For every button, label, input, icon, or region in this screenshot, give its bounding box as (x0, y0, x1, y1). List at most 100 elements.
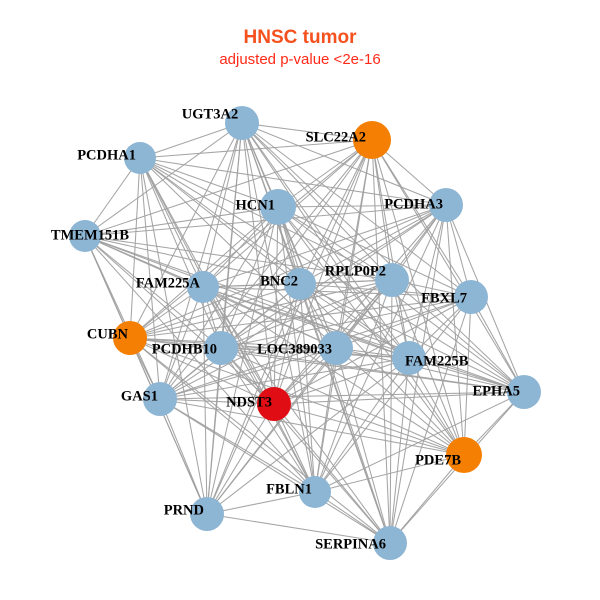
graph-edge (202, 286, 525, 393)
graph-node-label: PCDHB10 (152, 341, 217, 357)
graph-edge (299, 283, 465, 456)
graph-edge (159, 398, 275, 405)
graph-edge (129, 337, 525, 393)
graph-node-label: EPHA5 (472, 383, 520, 399)
graph-edge (159, 398, 208, 515)
graph-edge (220, 347, 465, 456)
graph-edge (299, 139, 373, 285)
graph-edge (129, 337, 208, 515)
graph-node-fbxl7[interactable] (454, 280, 488, 314)
graph-edge (129, 337, 391, 544)
graph-edge (139, 157, 525, 393)
graph-edge (371, 139, 525, 393)
graph-edge (139, 122, 243, 159)
graph-node-label: NDST3 (226, 394, 272, 410)
graph-node-ugt3a2[interactable] (225, 106, 259, 140)
graph-edge (202, 286, 465, 456)
graph-edge (202, 286, 316, 493)
graph-edge (139, 157, 222, 349)
page-title: HNSC tumor (243, 27, 357, 48)
plot-title-block: HNSC tumor adjusted p-value <2e-16 (0, 28, 600, 67)
graph-edge (273, 283, 301, 405)
graph-edge (84, 235, 301, 285)
graph-edge (159, 347, 337, 400)
graph-edge (129, 283, 301, 339)
graph-node-prnd[interactable] (190, 497, 224, 531)
graph-node-cubn[interactable] (113, 321, 147, 355)
graph-edge (335, 296, 472, 349)
graph-node-epha5[interactable] (507, 375, 541, 409)
graph-node-serpina6[interactable] (373, 526, 407, 560)
graph-edge (389, 279, 393, 544)
graph-edge (129, 279, 393, 339)
graph-edge (206, 357, 410, 515)
graph-node-label: FBXL7 (421, 290, 467, 306)
graph-edge (84, 235, 525, 393)
graph-node-rplp0p2[interactable] (375, 263, 409, 297)
graph-edge (273, 403, 391, 544)
graph-edge (277, 204, 447, 208)
graph-node-fam225a[interactable] (187, 271, 219, 303)
graph-node-label: GAS1 (121, 388, 158, 404)
graph-edge (389, 296, 472, 544)
graph-node-fam225b[interactable] (392, 341, 426, 375)
graph-node-ndst3[interactable] (257, 387, 291, 421)
graph-edge (220, 139, 373, 349)
graph-node-label: BNC2 (260, 273, 298, 289)
graph-edge (159, 139, 373, 400)
graph-node-pcdha3[interactable] (429, 188, 463, 222)
graph-node-pcdhb10[interactable] (204, 331, 238, 365)
graph-node-bnc2[interactable] (284, 268, 316, 300)
graph-edge (408, 204, 447, 359)
graph-edge (206, 206, 279, 515)
graph-node-label: HCN1 (236, 197, 275, 213)
graph-node-hcn1[interactable] (260, 189, 296, 225)
graph-edge (408, 357, 465, 456)
graph-node-gas1[interactable] (143, 382, 177, 416)
node-label-layer: UGT3A2 SLC22A2 PCDHA1 HCN1 PCDHA3 TMEM151B FAM… (51, 106, 520, 552)
graph-node-pcdha1[interactable] (124, 142, 156, 174)
graph-edge (277, 206, 525, 393)
graph-edge (202, 204, 447, 288)
graph-edge (129, 337, 316, 493)
graph-edge (314, 357, 410, 493)
graph-edge (84, 235, 393, 281)
graph-edge (277, 139, 373, 208)
graph-edge (220, 279, 393, 349)
graph-node-fbln1[interactable] (299, 476, 331, 508)
graph-edge (139, 157, 208, 515)
graph-node-loc389033[interactable] (319, 331, 353, 365)
graph-edge (206, 403, 275, 515)
graph-node-pde7b[interactable] (446, 437, 482, 473)
graph-edge (139, 157, 447, 206)
graph-node-slc22a2[interactable] (353, 121, 391, 159)
graph-edge (220, 296, 472, 349)
graph-edge (206, 491, 316, 515)
graph-node-label: FAM225B (405, 353, 469, 369)
graph-edge (159, 398, 316, 493)
graph-edge (335, 347, 391, 544)
graph-edge (220, 347, 391, 544)
graph-edge (241, 122, 410, 359)
graph-edge (159, 391, 525, 400)
graph-edge (371, 139, 410, 359)
graph-edge (277, 206, 391, 544)
graph-edge (241, 122, 472, 298)
graph-node-label: PDE7B (415, 452, 461, 468)
graph-edge (84, 139, 373, 237)
node-layer (69, 106, 541, 560)
graph-edge (241, 122, 316, 493)
graph-edge (139, 157, 279, 208)
graph-edge (84, 206, 279, 237)
graph-edge (84, 235, 161, 400)
graph-edge (139, 157, 410, 359)
graph-edge (84, 122, 243, 237)
graph-edge (277, 206, 393, 281)
graph-edge (299, 283, 316, 493)
graph-node-label: FBLN1 (266, 481, 312, 497)
graph-node-tmem151b[interactable] (69, 220, 101, 252)
graph-edge (202, 286, 410, 359)
graph-edge (129, 157, 141, 339)
graph-edge (220, 347, 410, 359)
